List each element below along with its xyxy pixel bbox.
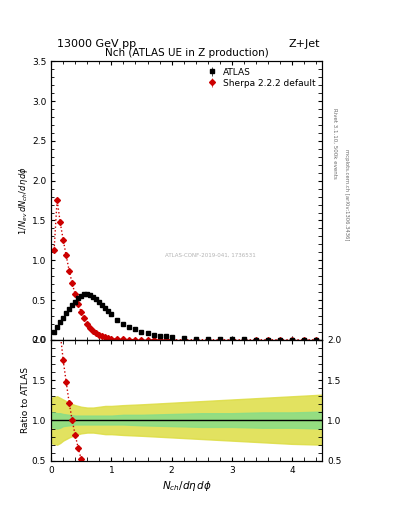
Title: Nch (ATLAS UE in Z production): Nch (ATLAS UE in Z production): [105, 48, 268, 58]
X-axis label: $N_{ch}/d\eta\, d\phi$: $N_{ch}/d\eta\, d\phi$: [162, 479, 212, 493]
Legend: ATLAS, Sherpa 2.2.2 default: ATLAS, Sherpa 2.2.2 default: [204, 66, 318, 90]
Text: ATLAS-CONF-2019-041, 1736531: ATLAS-CONF-2019-041, 1736531: [165, 252, 256, 257]
Y-axis label: Ratio to ATLAS: Ratio to ATLAS: [22, 367, 31, 433]
Text: Rivet 3.1.10, 500k events: Rivet 3.1.10, 500k events: [332, 108, 337, 179]
Text: mcplots.cern.ch [arXiv:1306.3436]: mcplots.cern.ch [arXiv:1306.3436]: [344, 149, 349, 240]
Y-axis label: $1/N_{ev}\, dN_{ch}/d\eta\, d\phi$: $1/N_{ev}\, dN_{ch}/d\eta\, d\phi$: [17, 166, 31, 235]
Text: Z+Jet: Z+Jet: [289, 38, 320, 49]
Text: 13000 GeV pp: 13000 GeV pp: [57, 38, 136, 49]
